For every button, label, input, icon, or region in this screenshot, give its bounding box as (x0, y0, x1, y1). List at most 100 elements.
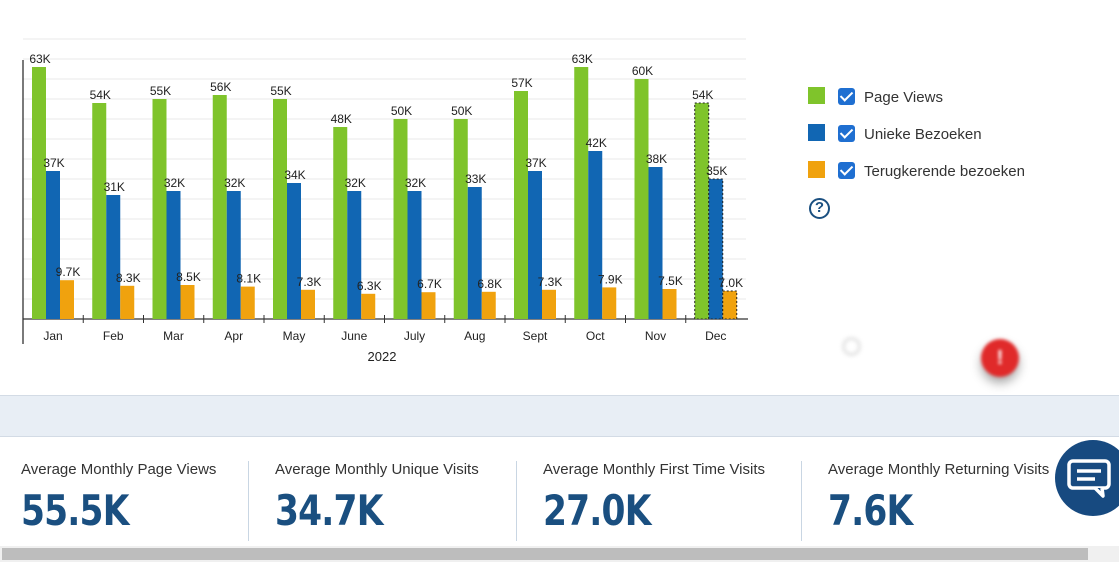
data-label: 63K (572, 52, 593, 66)
stat-label-first-time-visits: Average Monthly First Time Visits (543, 461, 766, 478)
bar-page-views-july (393, 119, 408, 319)
x-tick-label: Mar (163, 329, 184, 343)
question-circle-icon[interactable]: ? (809, 198, 830, 219)
data-label: 55K (150, 84, 171, 98)
legend-label-page-views: Page Views (864, 89, 943, 106)
bar-terugkerende-bezoeken-june (361, 293, 376, 319)
legend-item-unique-visits[interactable]: Unieke Bezoeken (808, 123, 1048, 145)
section-divider (0, 395, 1119, 437)
data-label: 7.5K (658, 274, 683, 288)
bar-unieke-bezoeken-dec (708, 178, 724, 320)
bar-terugkerende-bezoeken-july (421, 292, 436, 319)
data-label: 37K (525, 156, 546, 170)
bar-page-views-jan (32, 67, 46, 319)
legend-swatch-returning-visits (808, 161, 825, 178)
data-label: 6.7K (417, 277, 442, 291)
bar-unieke-bezoeken-feb (106, 195, 121, 319)
x-tick-label: Feb (103, 329, 124, 343)
bar-terugkerende-bezoeken-nov (662, 289, 677, 319)
bar-terugkerende-bezoeken-aug (481, 291, 496, 319)
data-label: 32K (405, 176, 426, 190)
data-label: 63K (29, 52, 50, 66)
returning-visits-checkbox[interactable] (838, 162, 855, 179)
visits-bar-chart: 63K 37K 9.7K Jan 54K 31K 8.3K Feb 55K 32K 8.5K Mar 5… (22, 38, 748, 364)
data-label: 8.5K (176, 270, 201, 284)
stat-first-time-visits: Average Monthly First Time Visits 27.0K (543, 461, 765, 535)
data-label: 38K (646, 152, 667, 166)
bar-page-views-nov (634, 79, 649, 319)
data-label: 33K (465, 172, 486, 186)
x-tick-label: Apr (224, 329, 243, 343)
data-label: 54K (692, 88, 713, 102)
bar-page-views-dec (694, 102, 710, 320)
stat-value-returning-visits: 7.6K (828, 486, 913, 535)
x-tick-label: Oct (586, 329, 605, 343)
data-label: 48K (331, 112, 352, 126)
bar-unieke-bezoeken-july (407, 191, 422, 319)
bar-terugkerende-bezoeken-may (301, 289, 315, 319)
bar-unieke-bezoeken-apr (226, 191, 241, 319)
data-label: 34K (284, 168, 305, 182)
data-label: 50K (451, 104, 472, 118)
stat-label-page-views: Average Monthly Page Views (21, 461, 217, 478)
data-label: 35K (706, 164, 727, 178)
data-label: 31K (104, 180, 125, 194)
stat-unique-visits: Average Monthly Unique Visits 34.7K (275, 461, 479, 535)
data-label: 50K (391, 104, 412, 118)
legend-swatch-unique-visits (808, 124, 825, 141)
stat-separator (248, 461, 249, 541)
data-label: 54K (90, 88, 111, 102)
scrollbar-thumb[interactable] (2, 548, 1088, 560)
blurred-checkbox[interactable] (843, 338, 860, 355)
unique-visits-checkbox[interactable] (838, 125, 855, 142)
data-label: 7.9K (598, 272, 623, 286)
data-label: 6.3K (357, 279, 382, 293)
data-label: 32K (164, 176, 185, 190)
bar-terugkerende-bezoeken-sept (542, 289, 556, 319)
data-label: 42K (586, 136, 607, 150)
bar-terugkerende-bezoeken-apr (240, 286, 255, 319)
bar-unieke-bezoeken-nov (648, 167, 663, 319)
chat-button[interactable] (1055, 440, 1119, 516)
stat-returning-visits: Average Monthly Returning Visits 7.6K (828, 461, 1049, 535)
bar-page-views-sept (514, 91, 528, 319)
legend-label-returning-visits: Terugkerende bezoeken (864, 163, 1025, 180)
data-label: 8.1K (236, 272, 261, 286)
stats-summary: Average Monthly Page Views 55.5K Average… (0, 436, 1119, 546)
data-label: 32K (224, 176, 245, 190)
data-label: 37K (43, 156, 64, 170)
bar-terugkerende-bezoeken-oct (602, 287, 617, 319)
stat-value-page-views: 55.5K (21, 486, 129, 535)
x-tick-label: May (283, 329, 306, 343)
data-label: 8.3K (116, 271, 141, 285)
data-label: 60K (632, 64, 653, 78)
stat-label-returning-visits: Average Monthly Returning Visits (828, 461, 1050, 478)
bar-terugkerende-bezoeken-dec (722, 290, 738, 320)
bar-page-views-mar (152, 99, 167, 319)
page-views-checkbox[interactable] (838, 88, 855, 105)
legend-item-returning-visits[interactable]: Terugkerende bezoeken (808, 160, 1048, 182)
notification-badge-icon[interactable]: ! (981, 339, 1019, 377)
bar-page-views-oct (574, 67, 589, 319)
legend-label-unique-visits: Unieke Bezoeken (864, 126, 982, 143)
bar-unieke-bezoeken-aug (467, 187, 482, 319)
stat-page-views: Average Monthly Page Views 55.5K (21, 461, 216, 535)
data-label: 57K (511, 76, 532, 90)
bar-page-views-may (273, 99, 287, 319)
x-tick-label: Sept (523, 329, 548, 343)
legend-item-page-views[interactable]: Page Views (808, 86, 1048, 108)
x-tick-label: Aug (464, 329, 485, 343)
bar-unieke-bezoeken-june (347, 191, 362, 319)
x-tick-label: Nov (645, 329, 666, 343)
data-label: 56K (210, 80, 231, 94)
stat-value-first-time-visits: 27.0K (543, 486, 651, 535)
bar-page-views-june (333, 127, 348, 319)
data-label: 9.7K (56, 265, 81, 279)
x-tick-label: June (341, 329, 367, 343)
stat-separator (801, 461, 802, 541)
x-tick-label: Jan (43, 329, 62, 343)
stat-separator (516, 461, 517, 541)
bar-unieke-bezoeken-sept (528, 171, 542, 319)
bar-unieke-bezoeken-may (287, 183, 301, 319)
horizontal-scrollbar[interactable] (0, 546, 1119, 562)
